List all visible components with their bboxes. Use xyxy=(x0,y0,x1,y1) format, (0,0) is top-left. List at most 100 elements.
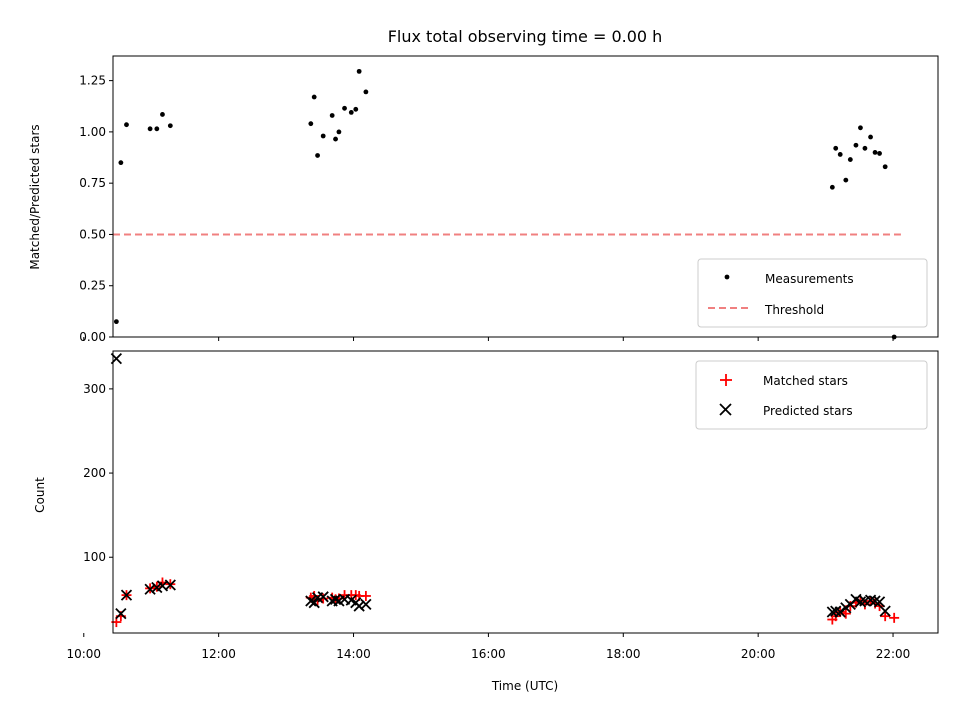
predicted-star-stroke-b xyxy=(834,606,846,618)
measurement-point xyxy=(348,110,354,115)
measurement-point xyxy=(124,122,129,128)
measurement-point xyxy=(147,126,153,132)
predicted-star-stroke-b xyxy=(879,605,891,617)
predicted-star-stroke-b xyxy=(164,579,176,591)
legend-threshold-label: Threshold xyxy=(764,303,824,317)
measurement-point xyxy=(336,129,342,135)
predicted-star-point xyxy=(360,598,372,611)
measurement-point xyxy=(329,113,335,118)
measurement-point xyxy=(829,184,835,190)
top-panel: 0.00 0.25 0.50 0.75 1.00 1.25 Matched/Predict… xyxy=(28,55,939,344)
bottom-y-tick-label: 200 xyxy=(83,466,106,480)
predicted-star-point xyxy=(317,591,329,603)
bottom-marks xyxy=(110,352,900,628)
predicted-star-stroke-b xyxy=(120,589,133,601)
measurement-point xyxy=(320,133,326,139)
predicted-star-stroke-b xyxy=(308,597,320,609)
measurement-point xyxy=(843,177,849,183)
matched-star-point xyxy=(880,611,891,622)
measurement-point xyxy=(315,153,320,158)
predicted-star-stroke-b xyxy=(830,605,842,617)
predicted-star-point xyxy=(164,579,176,591)
measurement-point xyxy=(333,136,338,142)
measurement-point xyxy=(837,152,843,157)
predicted-star-point xyxy=(873,596,886,608)
predicted-star-point xyxy=(305,595,317,607)
measurement-point xyxy=(356,68,362,74)
legend-matched-label: Matched stars xyxy=(763,374,848,388)
measurement-point xyxy=(882,164,888,170)
predicted-star-stroke-b xyxy=(317,591,329,603)
bottom-axes-frame xyxy=(112,350,939,634)
top-y-tick-label: 0.25 xyxy=(79,279,106,293)
top-y-axis-label: Matched/Predicted stars xyxy=(28,124,42,269)
top-x-ticks xyxy=(83,337,894,341)
top-legend: Measurements Threshold xyxy=(697,258,928,328)
predicted-star-point xyxy=(864,594,877,606)
top-y-ticks: 0.00 0.25 0.50 0.75 1.00 1.25 xyxy=(79,74,113,344)
measurement-point xyxy=(113,319,119,325)
predicted-star-stroke-b xyxy=(864,594,877,606)
x-tick-label: 10:00 xyxy=(66,647,101,661)
predicted-star-stroke-b xyxy=(144,583,156,595)
chart-title: Flux total observing time = 0.00 h xyxy=(388,27,663,46)
measurement-point xyxy=(862,145,868,151)
top-y-tick-label: 1.00 xyxy=(79,125,106,139)
matched-star-point xyxy=(889,612,900,623)
predicted-star-stroke-b xyxy=(873,596,886,608)
x-tick-label: 22:00 xyxy=(876,647,911,661)
x-tick-label: 12:00 xyxy=(201,647,236,661)
measurement-point xyxy=(872,150,878,155)
bottom-panel: 100 200 300 10:00 12:00 14:00 16:00 18:00 20:00… xyxy=(33,350,939,693)
predicted-star-point xyxy=(115,608,127,620)
top-marks xyxy=(113,68,901,340)
legend-predicted-marker xyxy=(719,403,732,416)
top-y-tick-label: 0.75 xyxy=(79,176,106,190)
predicted-star-point xyxy=(353,600,365,612)
predicted-star-stroke-b xyxy=(156,580,169,592)
predicted-star-stroke-b xyxy=(850,593,862,605)
top-legend-box xyxy=(697,258,928,328)
predicted-star-point xyxy=(879,605,891,617)
legend-measurements-label: Measurements xyxy=(765,272,854,286)
measurement-point xyxy=(167,123,173,129)
x-axis-label: Time (UTC) xyxy=(491,679,558,693)
predicted-star-stroke-b xyxy=(353,600,365,612)
measurement-point xyxy=(311,94,317,100)
bottom-y-axis-label: Count xyxy=(33,477,47,513)
bottom-y-tick-label: 100 xyxy=(83,550,106,564)
measurement-point xyxy=(877,151,882,156)
measurement-point xyxy=(154,126,160,132)
measurement-point xyxy=(847,157,853,162)
predicted-star-stroke-b xyxy=(329,593,342,605)
predicted-star-point xyxy=(854,596,867,608)
matched-star-point xyxy=(318,593,329,604)
predicted-star-point xyxy=(329,593,342,605)
measurement-point xyxy=(853,142,859,148)
legend-matched-marker xyxy=(720,374,732,386)
x-tick-label: 16:00 xyxy=(471,647,506,661)
predicted-star-point xyxy=(869,595,881,607)
x-tick-label: 20:00 xyxy=(741,647,776,661)
predicted-star-stroke-b xyxy=(360,598,372,611)
predicted-star-point xyxy=(144,583,156,595)
bottom-y-tick-label: 300 xyxy=(83,382,106,396)
bottom-legend: Matched stars Predicted stars xyxy=(695,360,928,430)
predicted-star-stroke-b xyxy=(854,596,867,608)
measurement-point xyxy=(160,112,165,117)
measurement-point xyxy=(363,89,369,95)
predicted-star-stroke-b xyxy=(305,595,317,607)
legend-measurements-marker xyxy=(724,274,730,280)
predicted-star-stroke-b xyxy=(345,594,357,606)
measurement-point xyxy=(353,106,359,112)
predicted-star-point xyxy=(830,605,842,617)
x-tick-label: 18:00 xyxy=(606,647,641,661)
top-y-tick-label: 0.00 xyxy=(79,330,106,344)
top-axes-frame xyxy=(112,55,939,338)
measurement-point xyxy=(308,121,314,127)
predicted-star-point xyxy=(834,606,846,618)
predicted-star-point xyxy=(308,597,320,609)
bottom-y-ticks: 100 200 300 xyxy=(83,382,113,564)
